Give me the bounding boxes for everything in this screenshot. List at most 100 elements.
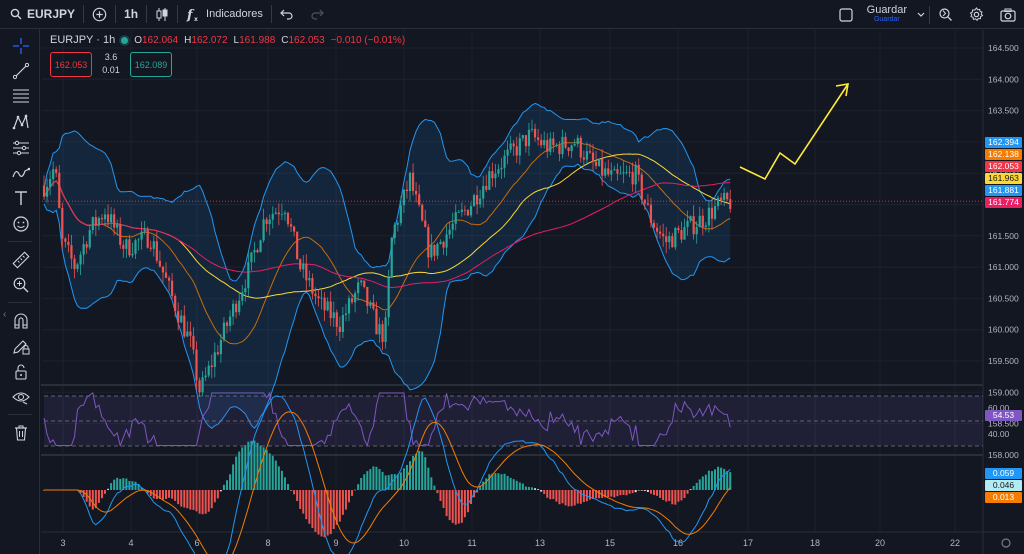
brush-tool[interactable]	[10, 162, 32, 184]
macd-histogram-bar	[451, 490, 454, 523]
buy-button[interactable]: 162.089	[130, 52, 172, 77]
snapshot-button[interactable]	[992, 0, 1024, 29]
macd-histogram-bar	[165, 490, 167, 499]
position-tool[interactable]	[10, 137, 32, 159]
collapse-toolbar-chevron-icon[interactable]: ‹	[3, 309, 7, 320]
macd-histogram-bar	[518, 482, 521, 490]
lock-drawings-tool[interactable]	[10, 361, 32, 383]
lock-open-icon	[15, 364, 27, 380]
candle-body	[454, 212, 457, 224]
price-tag-ma-slow: 161.774	[985, 197, 1022, 208]
macd-histogram-bar	[79, 490, 82, 494]
candle-body	[393, 224, 396, 238]
macd-histogram-bar	[204, 490, 207, 514]
macd-histogram-bar	[302, 490, 305, 514]
chart-type-button[interactable]	[147, 0, 177, 29]
macd-histogram-bar	[250, 440, 253, 490]
crosshair-tool[interactable]	[10, 35, 32, 57]
chart-area[interactable]: 164.500164.000163.500163.000162.500162.0…	[41, 30, 1024, 554]
interval-button[interactable]: 1h	[116, 0, 146, 29]
redo-button[interactable]	[302, 0, 332, 29]
candle-body	[469, 206, 473, 216]
layout-button[interactable]	[831, 0, 861, 29]
macd-histogram-bar	[424, 457, 427, 490]
quick-search-button[interactable]	[930, 0, 961, 29]
macd-histogram-bar	[283, 477, 286, 490]
settings-button[interactable]	[961, 0, 992, 29]
symbol-search-button[interactable]: EURJPY	[0, 0, 83, 29]
undo-button[interactable]	[272, 0, 302, 29]
candle-body	[695, 227, 698, 235]
price-chart[interactable]: 164.500164.000163.500163.000162.500162.0…	[41, 30, 1024, 554]
candle-body	[137, 239, 140, 241]
candle-body	[610, 170, 613, 175]
candle-body	[567, 147, 570, 152]
price-tag-last: 162.053	[985, 161, 1022, 172]
macd-histogram-bar	[308, 490, 311, 524]
stay-in-drawing-tool[interactable]	[10, 335, 32, 357]
macd-histogram-bar	[393, 474, 396, 490]
price-tag-bb-basis: 162.138	[985, 149, 1022, 160]
time-axis-label: 4	[128, 538, 133, 548]
candle-body	[149, 247, 152, 249]
candle-body	[323, 297, 326, 311]
compare-symbol-button[interactable]	[84, 0, 115, 29]
time-axis-label: 20	[875, 538, 885, 548]
close-value: 162.053	[288, 34, 325, 46]
candle-body	[280, 214, 283, 215]
macd-histogram-bar	[619, 490, 622, 496]
save-dropdown[interactable]	[913, 0, 929, 29]
time-axis-label: 11	[467, 538, 476, 548]
magnet-tool[interactable]	[10, 310, 32, 332]
measure-tool[interactable]	[10, 249, 32, 271]
candle-body	[674, 228, 677, 248]
candle-body	[67, 241, 70, 246]
macd-histogram-bar	[674, 490, 677, 505]
candle-body	[134, 240, 137, 254]
candle-body	[335, 312, 338, 327]
trend-line-tool[interactable]	[10, 60, 32, 82]
axis-settings-gear-icon[interactable]	[1001, 538, 1011, 548]
macd-histogram-bar	[503, 473, 506, 490]
macd-histogram-bar	[439, 490, 442, 501]
gear-icon	[969, 7, 984, 22]
save-button[interactable]: Guardar Guardar	[861, 4, 913, 25]
fib-retracement-tool[interactable]	[10, 85, 32, 107]
candle-body	[729, 199, 732, 209]
macd-histogram-bar	[707, 470, 710, 490]
redo-icon	[311, 9, 324, 20]
candle-body	[402, 189, 405, 206]
candle-body	[354, 293, 357, 303]
save-sublabel: Guardar	[873, 15, 900, 23]
macd-histogram-bar	[470, 490, 472, 505]
candle-body	[82, 244, 85, 255]
macd-histogram-bar	[323, 490, 326, 538]
pattern-tool[interactable]	[10, 111, 32, 133]
candle-body	[497, 169, 500, 174]
candle-body	[45, 186, 49, 197]
legend-title[interactable]: EURJPY · 1h	[50, 34, 116, 46]
zoom-tool[interactable]	[10, 274, 32, 296]
macd-histogram-bar	[229, 474, 232, 490]
macd-histogram-bar	[540, 490, 543, 492]
macd-histogram-bar	[531, 487, 533, 490]
undo-icon	[280, 9, 293, 20]
pencil-lock-icon	[13, 340, 30, 355]
macd-histogram-bar	[381, 471, 384, 490]
eye-icon	[12, 392, 30, 405]
emoji-tool[interactable]	[10, 213, 32, 235]
macd-histogram-bar	[534, 488, 537, 490]
remove-drawings-tool[interactable]	[10, 422, 32, 444]
sell-button[interactable]: 162.053	[50, 52, 92, 77]
candle-body	[680, 230, 683, 240]
macd-histogram-bar	[271, 455, 274, 490]
candle-body	[49, 179, 52, 187]
macd-histogram-bar	[717, 466, 720, 490]
macd-histogram-bar	[543, 490, 546, 495]
text-tool[interactable]	[10, 187, 32, 209]
macd-histogram-bar	[665, 490, 668, 502]
hide-drawings-tool[interactable]	[10, 386, 32, 408]
macd-histogram-bar	[729, 472, 732, 490]
